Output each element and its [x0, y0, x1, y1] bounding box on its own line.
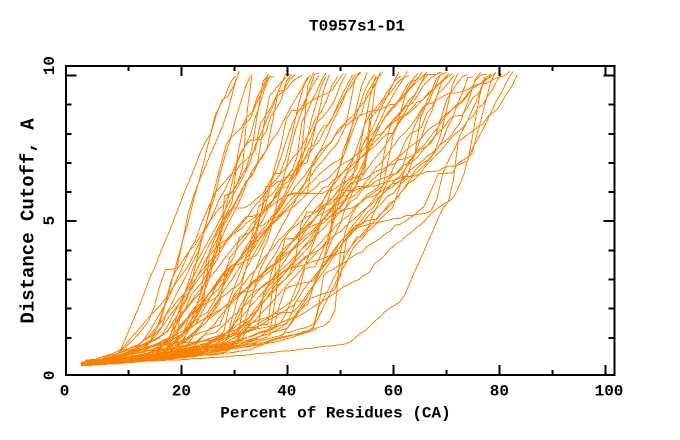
svg-text:60: 60 [384, 382, 403, 400]
svg-text:0: 0 [60, 382, 70, 400]
svg-text:100: 100 [595, 382, 624, 400]
svg-text:Distance Cutoff, A: Distance Cutoff, A [18, 118, 40, 324]
svg-text:0: 0 [41, 370, 59, 380]
svg-text:10: 10 [41, 56, 59, 75]
svg-text:Percent of Residues (CA): Percent of Residues (CA) [220, 405, 450, 423]
svg-text:5: 5 [41, 216, 59, 226]
svg-text:T0957s1-D1: T0957s1-D1 [309, 18, 405, 36]
svg-text:40: 40 [277, 382, 296, 400]
svg-text:80: 80 [490, 382, 509, 400]
svg-text:20: 20 [172, 382, 191, 400]
